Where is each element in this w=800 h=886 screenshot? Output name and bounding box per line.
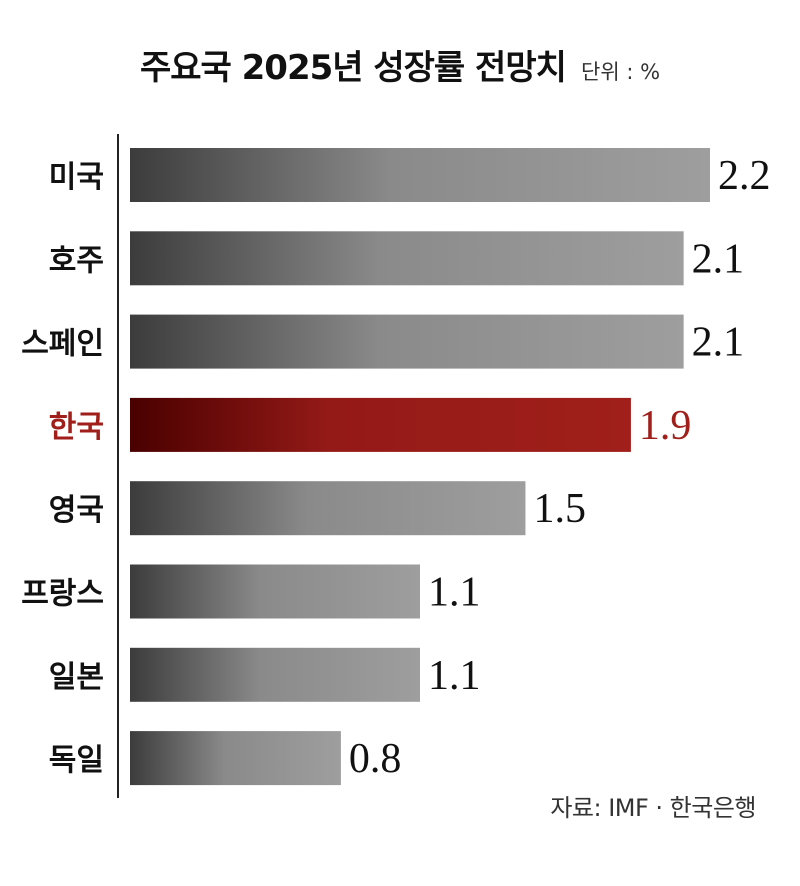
bar-5 [130, 564, 420, 619]
value-label-6: 1.1 [428, 653, 481, 699]
value-label-7: 0.8 [349, 736, 402, 782]
value-label-3: 1.9 [639, 403, 692, 449]
value-label-1: 2.1 [692, 236, 745, 282]
value-label-4: 1.5 [533, 486, 586, 532]
bar-6 [130, 647, 420, 702]
category-label-5: 프랑스 [21, 577, 104, 612]
value-label-2: 2.1 [692, 320, 745, 366]
bar-3 [130, 397, 631, 452]
category-label-0: 미국 [49, 160, 104, 195]
bar-0 [130, 148, 710, 202]
value-label-5: 1.1 [428, 570, 481, 616]
source-note: 자료: IMF · 한국은행 [550, 794, 756, 822]
value-label-0: 2.2 [718, 153, 771, 199]
category-label-4: 영국 [49, 493, 104, 528]
bar-2 [130, 314, 684, 369]
chart-title-row: 주요국 2025년 성장률 전망치 단위 : % [0, 40, 800, 89]
unit-note: 단위 : % [581, 60, 661, 84]
chart-title: 주요국 2025년 성장률 전망치 [139, 48, 567, 88]
bar-1 [130, 231, 684, 286]
category-label-7: 독일 [49, 743, 104, 778]
bar-7 [130, 731, 341, 786]
category-label-1: 호주 [49, 243, 104, 278]
category-label-6: 일본 [49, 660, 104, 695]
bar-4 [130, 481, 526, 536]
category-label-3: 한국 [49, 410, 104, 445]
category-label-2: 스페인 [21, 327, 104, 362]
